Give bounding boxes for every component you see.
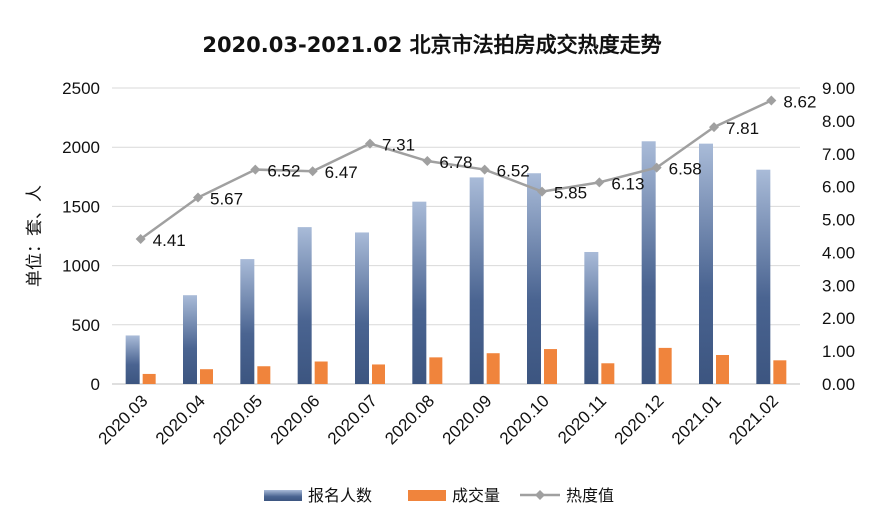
- heat-data-label: 4.41: [153, 231, 186, 250]
- bar-deals: [314, 361, 328, 384]
- chart-title: 2020.03-2021.02 北京市法拍房成交热度走势: [202, 33, 661, 57]
- bar-signups: [183, 295, 197, 384]
- bar-signups: [756, 169, 771, 384]
- heat-data-label: 8.62: [783, 92, 816, 111]
- bar-signups: [469, 177, 484, 384]
- bar-signups: [240, 259, 255, 384]
- heat-marker: [766, 95, 777, 106]
- heat-data-label: 5.85: [554, 184, 587, 203]
- right-tick-label: 6.00: [822, 178, 855, 197]
- bar-signups: [297, 227, 312, 384]
- legend-label-heat: 热度值: [566, 486, 614, 505]
- gridlines: [112, 87, 800, 385]
- right-tick-label: 4.00: [822, 243, 855, 262]
- left-tick-label: 2500: [62, 79, 100, 98]
- heat-marker: [307, 166, 318, 177]
- right-tick-label: 1.00: [822, 342, 855, 361]
- right-tick-label: 2.00: [822, 309, 855, 328]
- legend-marker-heat: [535, 490, 545, 500]
- left-tick-label: 1000: [62, 257, 100, 276]
- bar-signups: [355, 232, 369, 384]
- bar-deals: [658, 347, 672, 384]
- x-tick-label: 2020.10: [496, 391, 553, 448]
- x-tick-label: 2020.09: [439, 391, 496, 448]
- heat-data-label: 7.31: [382, 136, 415, 155]
- bar-deals: [544, 349, 557, 384]
- legend-swatch-signups: [264, 490, 302, 501]
- bar-deals: [142, 373, 156, 384]
- bar-deals: [257, 366, 271, 384]
- x-tick-label: 2020.11: [554, 391, 610, 447]
- heat-line: [139, 99, 772, 240]
- heat-marker: [365, 138, 375, 149]
- bar-series: [125, 141, 787, 384]
- bar-deals: [601, 363, 615, 384]
- bar-signups: [641, 141, 656, 384]
- x-tick-label: 2020.03: [95, 391, 152, 448]
- heat-marker: [651, 162, 662, 173]
- bar-signups: [412, 201, 427, 384]
- heat-marker: [422, 156, 433, 167]
- heat-data-label: 6.52: [497, 162, 530, 181]
- bar-deals: [372, 364, 385, 384]
- bar-deals: [200, 369, 213, 384]
- right-tick-label: 7.00: [822, 145, 855, 164]
- heat-marker: [250, 164, 261, 175]
- bar-deals: [486, 353, 500, 384]
- bar-deals: [716, 354, 729, 384]
- heat-marker: [193, 192, 203, 203]
- bar-signups: [527, 173, 541, 384]
- heat-data-label: 6.52: [267, 162, 300, 181]
- bar-deals: [773, 360, 787, 384]
- heat-marker: [594, 177, 605, 188]
- x-tick-label: 2020.07: [324, 391, 381, 448]
- left-tick-label: 500: [72, 316, 100, 335]
- right-tick-label: 0.00: [822, 375, 855, 394]
- heat-marker: [135, 233, 146, 244]
- y-axis-label: 单位：套、人: [25, 185, 45, 287]
- left-tick-label: 1500: [62, 197, 100, 216]
- bar-signups: [699, 143, 713, 384]
- right-axis-ticks: 0.00 1.00 2.00 3.00 4.00 5.00 6.00 7.00 8.00 9.00: [822, 79, 855, 394]
- x-tick-label: 2020.08: [381, 391, 438, 448]
- x-tick-label: 2021.01: [668, 391, 725, 448]
- x-tick-label: 2020.04: [152, 391, 209, 448]
- heat-marker: [479, 164, 490, 175]
- left-tick-label: 0: [91, 375, 100, 394]
- bar-deals: [429, 357, 443, 384]
- bar-signups: [125, 335, 140, 384]
- right-tick-label: 8.00: [822, 112, 855, 131]
- right-tick-label: 3.00: [822, 276, 855, 295]
- x-axis-ticks: 2020.03 2020.04 2020.05 2020.06 2020.07 2020.…: [95, 391, 783, 448]
- legend-label-signups: 报名人数: [308, 486, 372, 505]
- heat-data-label: 6.58: [669, 160, 702, 179]
- heat-marker: [537, 186, 547, 197]
- legend-label-deals: 成交量: [452, 486, 500, 505]
- left-tick-label: 2000: [62, 138, 100, 157]
- x-tick-label: 2020.06: [267, 391, 324, 448]
- x-tick-label: 2021.02: [725, 391, 782, 448]
- left-axis-ticks: 0 500 1000 1500 2000 2500: [62, 79, 100, 394]
- legend: 报名人数 成交量 热度值: [264, 486, 614, 505]
- heat-data-label: 6.78: [439, 153, 472, 172]
- right-tick-label: 5.00: [822, 211, 855, 230]
- bar-signups: [584, 251, 599, 384]
- line-series: 4.41 5.67 6.52 6.47 7.31 6.78 6.52 5.85 6.13 6.58…: [135, 92, 816, 250]
- heat-data-label: 7.81: [726, 119, 759, 138]
- x-tick-label: 2020.12: [611, 391, 668, 448]
- heat-marker: [709, 122, 719, 133]
- right-tick-label: 9.00: [822, 79, 855, 98]
- x-tick-label: 2020.05: [209, 391, 266, 448]
- heat-data-label: 6.47: [325, 163, 358, 182]
- legend-swatch-deals: [408, 490, 446, 501]
- heat-data-label: 5.67: [210, 190, 243, 209]
- heat-data-label: 6.13: [611, 174, 644, 193]
